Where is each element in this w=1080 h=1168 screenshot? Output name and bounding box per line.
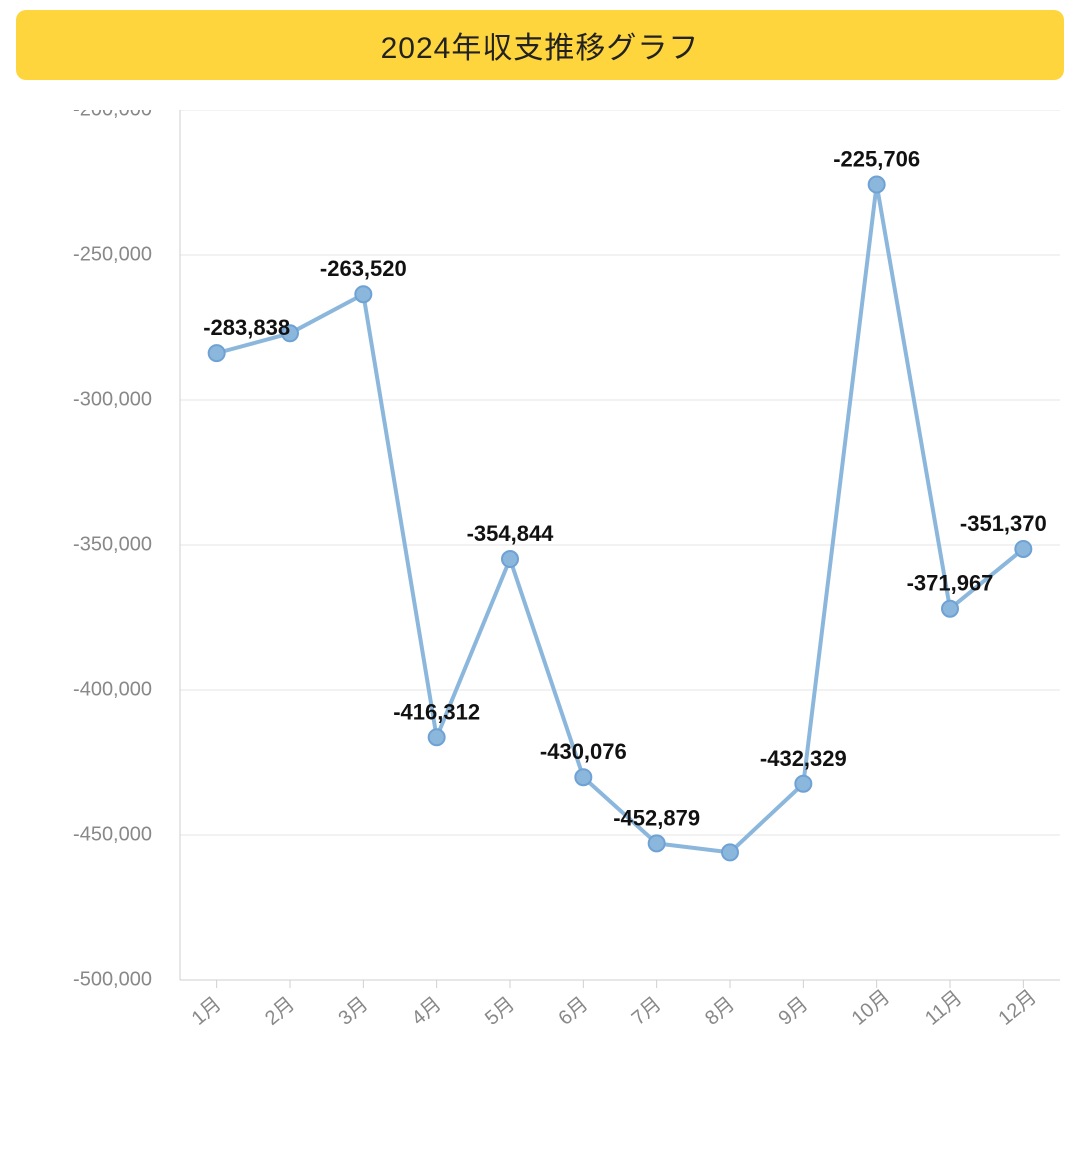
data-label: -225,706 [833,147,920,172]
y-tick-label: -350,000 [73,533,152,555]
y-tick-label: -500,000 [73,968,152,990]
data-marker [649,835,665,851]
y-tick-label: -300,000 [73,388,152,410]
data-label: -432,329 [760,746,847,771]
chart-title: 2024年収支推移グラフ [381,23,700,67]
chart-title-bar: 2024年収支推移グラフ [16,10,1064,80]
data-marker [1015,541,1031,557]
x-tick-label: 7月 [628,993,666,1030]
x-tick-label: 5月 [481,993,519,1030]
data-marker [722,844,738,860]
data-marker [429,729,445,745]
y-tick-label: -250,000 [73,243,152,265]
x-tick-label: 2月 [261,993,299,1030]
data-label: -430,076 [540,739,627,764]
balance-line-chart: -200,000 -250,000 -300,000 -350,000 -400,000… [20,110,1060,1120]
data-label: -283,838 [203,315,290,340]
data-label: -416,312 [393,699,480,724]
x-tick-label: 1月 [188,993,226,1030]
x-tick-label: 11月 [921,987,966,1030]
y-tick-label: -200,000 [73,110,152,120]
data-marker [355,286,371,302]
data-marker [575,769,591,785]
data-label: -351,370 [960,511,1047,536]
data-label: -263,520 [320,256,407,281]
y-tick-label: -400,000 [73,678,152,700]
data-label: -371,967 [907,571,994,596]
data-label: -354,844 [467,521,555,546]
chart-container: -200,000 -250,000 -300,000 -350,000 -400,000… [20,110,1060,1120]
x-tick-label: 9月 [774,993,812,1030]
x-tick-label: 4月 [408,993,446,1030]
x-tick-label: 10月 [848,986,895,1030]
y-tick-label: -450,000 [73,823,152,845]
data-marker [869,177,885,193]
x-tick-label: 8月 [701,993,739,1030]
page: 2024年収支推移グラフ -200,000 -250,000 -300,000 -35… [0,0,1080,1168]
data-marker [209,345,225,361]
data-label: -452,879 [613,805,700,830]
x-tick-label: 3月 [334,993,372,1030]
x-tick-label: 12月 [994,986,1041,1030]
data-marker [942,601,958,617]
data-marker [795,776,811,792]
data-marker [502,551,518,567]
x-tick-label: 6月 [554,993,592,1030]
